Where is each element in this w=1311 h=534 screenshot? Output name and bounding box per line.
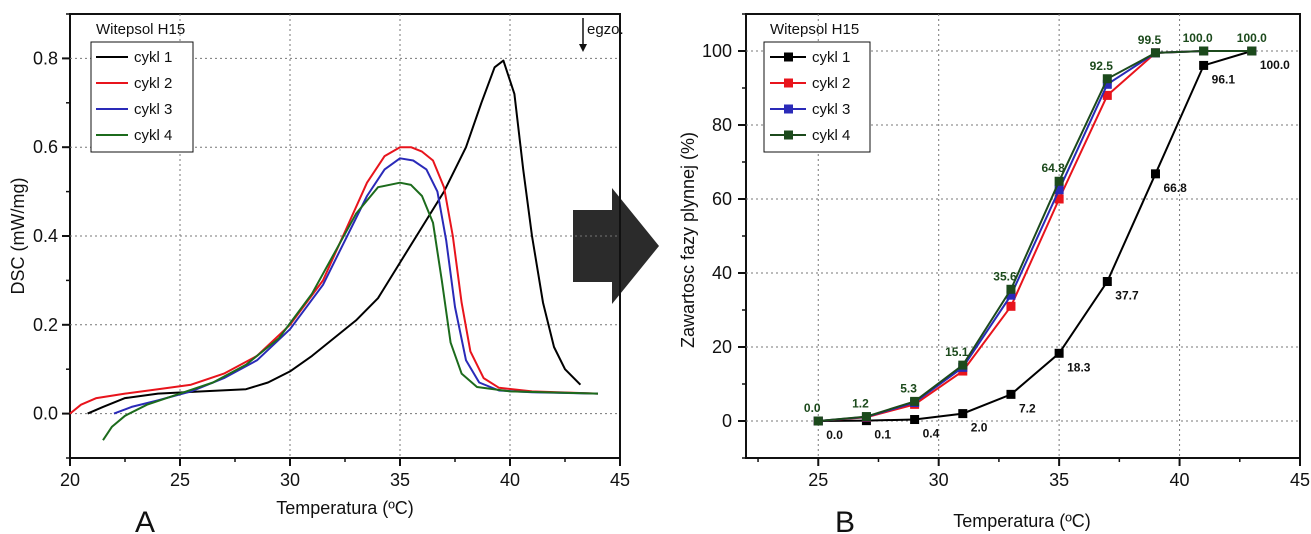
panel-b-data-label-cykl4: 99.5 <box>1138 33 1162 47</box>
panel-b-data-label-cykl1: 7.2 <box>1019 401 1036 415</box>
panel-b-y-tick-label: 80 <box>712 115 732 135</box>
panel-b-legend-label: cykl 2 <box>812 75 850 92</box>
panel-b-y-tick-label: 40 <box>712 263 732 283</box>
panel-b-data-label-cykl1: 0.0 <box>826 428 843 442</box>
panel-a-label: A <box>135 506 155 534</box>
panel-b-marker-series-4 <box>1102 74 1112 84</box>
panel-a-x-tick-label: 40 <box>500 470 520 490</box>
panel-b-y-tick-label: 0 <box>722 411 732 431</box>
panel-b-label: B <box>835 506 855 534</box>
panel-b-marker-series-2 <box>1102 90 1112 100</box>
panel-a-x-tick-label: 25 <box>170 470 190 490</box>
panel-b-data-label-cykl1: 2.0 <box>971 421 988 435</box>
panel-a-legend-title: Witepsol H15 <box>96 21 185 38</box>
panel-a-legend-label: cykl 2 <box>134 75 172 92</box>
panel-b-marker-series-1 <box>1150 169 1160 179</box>
panel-b-data-label-cykl1: 66.8 <box>1163 181 1187 195</box>
panel-b-series-line-4 <box>818 50 1252 422</box>
panel-a: 20 25 30 35 40 45 0.0 0.2 0.4 0.6 0.8 Temperatura … <box>8 13 630 534</box>
egzo-annotation: egzo. <box>587 21 624 38</box>
panel-b-marker-series-1 <box>1199 60 1209 70</box>
panel-b-marker-series-1 <box>1006 389 1016 399</box>
panel-b-data-label-cykl1: 18.3 <box>1067 360 1091 374</box>
panel-b-y-tick-label: 100 <box>702 41 732 61</box>
panel-b-data-label-cykl1: 96.1 <box>1212 72 1236 86</box>
panel-a-y-tick-label: 0.0 <box>33 404 58 424</box>
panel-b-series-line-1 <box>818 50 1253 422</box>
panel-a-legend-label: cykl 1 <box>134 49 172 66</box>
panel-a-legend-label: cykl 3 <box>134 101 172 118</box>
panel-a-y-tick-label: 0.6 <box>33 137 58 157</box>
panel-b-marker-series-3 <box>1102 79 1112 89</box>
panel-b-marker-series-4 <box>1247 46 1257 56</box>
panel-b-marker-series-2 <box>1006 301 1016 311</box>
panel-b-marker-series-4 <box>1199 46 1209 56</box>
panel-b-y-tick-label: 60 <box>712 189 732 209</box>
panel-b-legend-title: Witepsol H15 <box>770 21 859 38</box>
panel-b-legend-box <box>763 41 871 153</box>
panel-b-legend-label: cykl 4 <box>812 127 850 144</box>
panel-a-series-line-2 <box>69 146 599 415</box>
panel-b-legend-swatch-marker <box>784 130 793 140</box>
panel-b-marker-series-4 <box>958 360 968 370</box>
panel-b-x-tick-label: 35 <box>1049 470 1069 490</box>
transition-arrow <box>573 188 659 304</box>
panel-b-marker-series-1 <box>910 415 920 425</box>
panel-b-marker-series-1 <box>1102 277 1112 287</box>
panel-b-marker-series-2 <box>1054 194 1064 204</box>
panel-a-series-line-3 <box>113 157 599 415</box>
panel-b-data-label-cykl4: 35.6 <box>993 269 1017 283</box>
panel-b-marker-series-4 <box>1054 176 1064 186</box>
panel-b-legend-swatch-marker <box>784 104 793 114</box>
panel-b-x-tick-label: 30 <box>929 470 949 490</box>
panel-a-legend-box <box>90 41 194 153</box>
panel-a-y-tick-label: 0.2 <box>33 315 58 335</box>
panel-b-data-label-cykl1: 0.1 <box>874 428 891 442</box>
panel-b-data-label-cykl4: 15.1 <box>945 345 969 359</box>
panel-a-y-tick-label: 0.8 <box>33 48 58 68</box>
panel-b-data-label-cykl1: 0.4 <box>923 427 940 441</box>
panel-b-marker-series-4 <box>861 412 871 422</box>
panel-b-x-axis-label: Temperatura (ºC) <box>953 511 1091 531</box>
panel-b-legend-swatch-marker <box>784 78 793 88</box>
panel-b-legend-label: cykl 1 <box>812 49 850 66</box>
panel-b: 25 30 35 40 45 0 20 40 60 80 100 0.0 0.1 0.4 2.0 7.2 18… <box>678 13 1310 534</box>
panel-b-x-tick-label: 40 <box>1170 470 1190 490</box>
panel-a-x-tick-label: 20 <box>60 470 80 490</box>
panel-a-x-tick-label: 35 <box>390 470 410 490</box>
egzo-arrow-head <box>579 44 587 52</box>
panel-b-y-tick-label: 20 <box>712 337 732 357</box>
panel-b-data-label-cykl1: 37.7 <box>1115 289 1139 303</box>
panel-b-marker-series-3 <box>1054 185 1064 195</box>
panel-b-marker-series-4 <box>1006 284 1016 294</box>
panel-b-marker-series-1 <box>1054 348 1064 358</box>
panel-b-marker-series-4 <box>813 416 823 426</box>
panel-b-data-label-cykl4: 100.0 <box>1183 31 1213 45</box>
panel-b-y-axis-label: Zawartosc fazy plynnej (%) <box>678 132 698 348</box>
panel-b-data-label-cykl4: 0.0 <box>804 401 821 415</box>
panel-b-legend-swatch-marker <box>784 52 793 62</box>
panel-b-marker-series-4 <box>1150 48 1160 58</box>
panel-a-y-axis-label: DSC (mW/mg) <box>8 178 28 295</box>
panel-a-y-tick-label: 0.4 <box>33 226 58 246</box>
panel-b-marker-series-3 <box>1006 290 1016 300</box>
panel-a-x-tick-label: 45 <box>610 470 630 490</box>
panel-b-legend-label: cykl 3 <box>812 101 850 118</box>
panel-b-data-label-cykl4: 5.3 <box>900 381 917 395</box>
panel-b-marker-series-4 <box>910 396 920 406</box>
panel-b-x-tick-label: 25 <box>808 470 828 490</box>
panel-b-data-label-cykl4: 1.2 <box>852 397 869 411</box>
panel-b-data-label-cykl4: 100.0 <box>1237 31 1267 45</box>
panel-b-data-label-cykl1: 100.0 <box>1260 58 1290 72</box>
panel-b-data-label-cykl4: 92.5 <box>1090 59 1114 73</box>
panel-a-x-axis-label: Temperatura (ºC) <box>276 498 414 518</box>
panel-a-legend-label: cykl 4 <box>134 127 172 144</box>
panel-a-series-line-4 <box>102 181 599 441</box>
panel-b-data-label-cykl4: 64.8 <box>1041 161 1065 175</box>
panel-b-x-tick-label: 45 <box>1290 470 1310 490</box>
panel-a-x-tick-label: 30 <box>280 470 300 490</box>
panel-b-marker-series-1 <box>958 409 968 419</box>
panel-a-series-line-1 <box>87 59 582 415</box>
